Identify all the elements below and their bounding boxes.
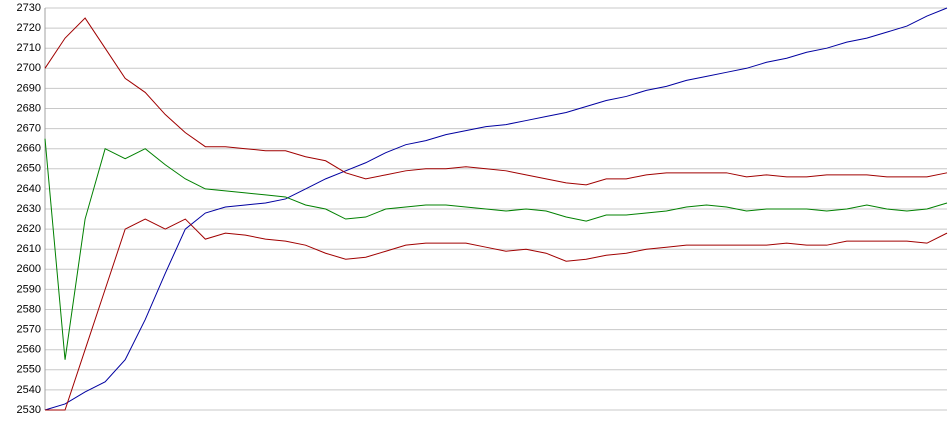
- series-line: [44, 138, 948, 360]
- y-tick-label: 2530: [17, 404, 41, 416]
- y-tick-label: 2550: [17, 364, 41, 376]
- y-tick-label: 2570: [17, 324, 41, 336]
- y-tick-label: 2560: [17, 344, 41, 356]
- series-line: [44, 7, 948, 411]
- y-tick-label: 2700: [17, 62, 41, 74]
- y-tick-label: 2640: [17, 183, 41, 195]
- y-tick-label: 2630: [17, 203, 41, 215]
- series-line: [45, 218, 948, 411]
- y-tick-label: 2610: [17, 243, 41, 255]
- y-tick-label: 2660: [17, 143, 41, 155]
- y-tick-label: 2730: [17, 2, 41, 14]
- y-tick-label: 2690: [17, 82, 41, 94]
- y-tick-label: 2580: [17, 303, 41, 315]
- y-tick-label: 2670: [17, 123, 41, 135]
- y-tick-label: 2720: [17, 22, 41, 34]
- y-tick-label: 2650: [17, 163, 41, 175]
- y-tick-label: 2680: [17, 102, 41, 114]
- y-tick-label: 2540: [17, 384, 41, 396]
- y-tick-label: 2590: [17, 283, 41, 295]
- series-line: [44, 17, 948, 186]
- y-tick-label: 2620: [17, 223, 41, 235]
- y-tick-label: 2710: [17, 42, 41, 54]
- y-tick-label: 2600: [17, 263, 41, 275]
